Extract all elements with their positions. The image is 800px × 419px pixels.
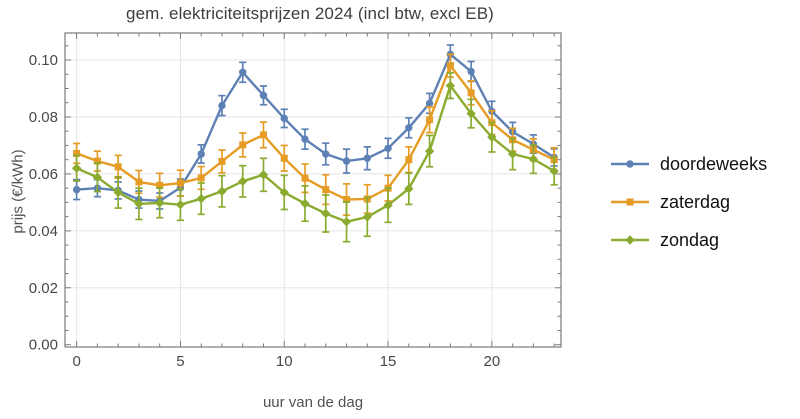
data-point-zondag xyxy=(134,199,144,209)
legend-swatch-square-icon xyxy=(611,198,649,206)
data-point-zaterdag xyxy=(301,174,309,182)
y-tick-label: 0.08 xyxy=(29,109,58,126)
data-point-zaterdag xyxy=(405,156,413,164)
data-point-doordeweeks xyxy=(301,135,309,143)
data-point-zondag xyxy=(487,132,497,142)
data-point-zaterdag xyxy=(156,181,164,189)
data-point-zondag xyxy=(217,186,227,196)
chart-title: gem. elektriciteitsprijzen 2024 (incl bt… xyxy=(126,4,494,23)
data-point-zaterdag xyxy=(93,157,101,165)
data-point-zondag xyxy=(258,170,269,180)
x-tick-label: 20 xyxy=(484,353,501,370)
data-point-zondag xyxy=(362,212,372,222)
y-tick-label: 0.00 xyxy=(29,337,58,354)
data-point-doordeweeks xyxy=(405,124,413,132)
data-point-zaterdag xyxy=(322,186,330,194)
data-point-zaterdag xyxy=(197,174,205,182)
data-point-doordeweeks xyxy=(322,150,330,158)
data-point-doordeweeks xyxy=(425,99,434,108)
data-point-zondag xyxy=(528,154,539,164)
data-point-zondag xyxy=(549,166,559,176)
data-point-doordeweeks xyxy=(280,114,288,123)
legend-label: zondag xyxy=(660,229,720,250)
data-point-doordeweeks xyxy=(259,91,268,100)
data-point-zaterdag xyxy=(239,141,247,149)
y-tick-label: 0.10 xyxy=(29,52,58,69)
legend: doordeweeks zaterdag zondag xyxy=(610,152,767,266)
data-point-zaterdag xyxy=(259,131,267,139)
legend-item-doordeweeks: doordeweeks xyxy=(610,152,767,176)
x-tick-label: 0 xyxy=(72,353,80,370)
data-point-doordeweeks xyxy=(342,157,351,165)
data-point-zaterdag xyxy=(280,154,288,162)
data-point-zondag xyxy=(279,187,289,198)
data-point-zaterdag xyxy=(343,196,351,204)
data-point-doordeweeks xyxy=(218,101,226,110)
data-point-zondag xyxy=(383,200,393,210)
data-point-zaterdag xyxy=(135,178,143,186)
data-point-doordeweeks xyxy=(197,150,205,158)
data-point-zondag xyxy=(424,146,435,156)
legend-label: zaterdag xyxy=(660,191,731,212)
legend-item-zaterdag: zaterdag xyxy=(610,190,767,214)
data-point-zondag xyxy=(154,198,165,208)
series-line-zaterdag xyxy=(76,64,555,201)
data-point-zondag xyxy=(445,80,456,91)
data-point-zondag xyxy=(71,163,82,173)
data-point-zaterdag xyxy=(218,157,226,165)
data-point-zondag xyxy=(300,198,310,209)
data-point-doordeweeks xyxy=(239,68,247,76)
data-point-zondag xyxy=(507,149,518,159)
data-point-zondag xyxy=(92,172,103,183)
data-point-doordeweeks xyxy=(72,185,81,194)
y-tick-label: 0.02 xyxy=(29,280,58,297)
legend-label: doordeweeks xyxy=(660,153,768,174)
data-point-zondag xyxy=(341,217,352,227)
data-point-zondag xyxy=(175,199,186,210)
data-point-zaterdag xyxy=(446,62,454,70)
data-point-zaterdag xyxy=(426,116,434,124)
data-point-doordeweeks xyxy=(467,67,475,76)
data-point-zaterdag xyxy=(114,163,122,171)
x-tick-label: 10 xyxy=(276,353,293,370)
data-point-doordeweeks xyxy=(384,144,392,152)
data-point-zondag xyxy=(238,176,248,187)
data-point-zondag xyxy=(466,108,476,119)
plot-frame xyxy=(64,32,562,348)
data-point-zondag xyxy=(113,187,123,198)
data-point-zondag xyxy=(321,208,331,219)
legend-swatch-diamond-icon xyxy=(611,235,649,245)
data-point-zaterdag xyxy=(467,89,475,97)
x-axis-label: uur van de dag xyxy=(262,394,364,411)
data-point-zondag xyxy=(196,193,206,204)
x-tick-label: 15 xyxy=(380,353,397,370)
legend-swatch-circle-icon xyxy=(611,160,649,168)
data-point-zaterdag xyxy=(176,179,184,187)
y-tick-label: 0.06 xyxy=(29,166,58,183)
data-point-zaterdag xyxy=(73,149,81,157)
data-point-zondag xyxy=(404,184,414,194)
data-point-doordeweeks xyxy=(363,154,371,162)
legend-item-zondag: zondag xyxy=(610,228,767,252)
x-tick-label: 5 xyxy=(176,353,184,370)
y-tick-label: 0.04 xyxy=(29,223,58,240)
